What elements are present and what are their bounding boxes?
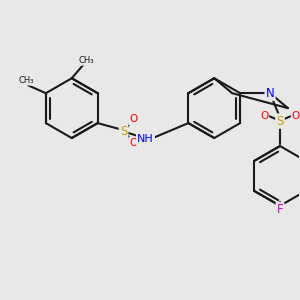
Text: O: O xyxy=(129,138,138,148)
Text: F: F xyxy=(277,203,283,216)
Text: NH: NH xyxy=(137,134,154,144)
Text: S: S xyxy=(120,124,127,138)
Text: O: O xyxy=(292,111,300,121)
Text: CH₃: CH₃ xyxy=(79,56,94,65)
Text: O: O xyxy=(129,114,138,124)
Text: N: N xyxy=(266,87,274,100)
Text: S: S xyxy=(276,115,284,128)
Text: CH₃: CH₃ xyxy=(18,76,34,85)
Text: O: O xyxy=(260,111,268,121)
